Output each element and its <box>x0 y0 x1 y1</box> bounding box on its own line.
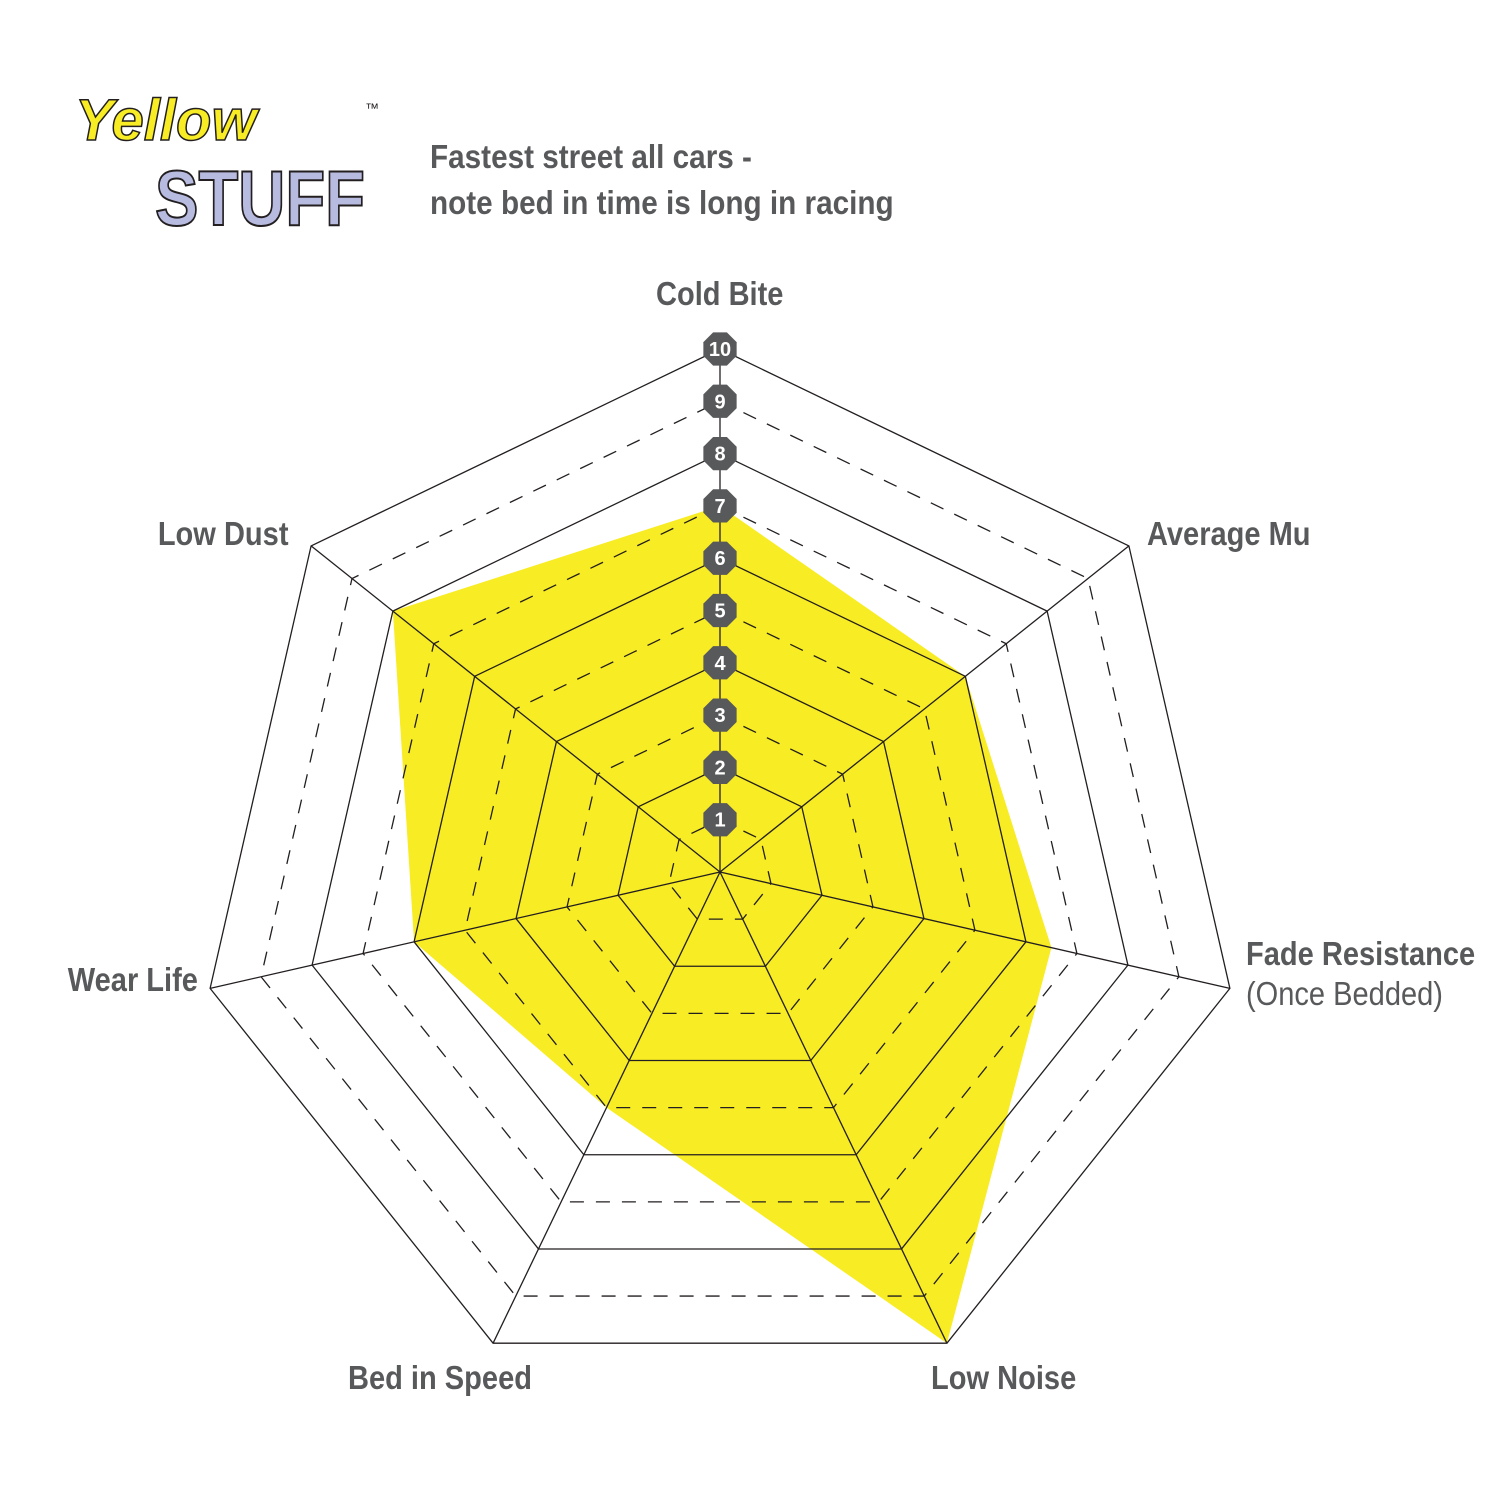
tick-label-1: 1 <box>714 810 725 832</box>
grid-ring-6 <box>413 557 1027 1156</box>
yellow-stuff-logo: Yellow STUFF ™ <box>74 87 379 235</box>
tick-marker-1 <box>703 803 737 837</box>
grid-ring-9 <box>260 400 1180 1297</box>
tick-label-9: 9 <box>714 391 725 413</box>
data-area <box>392 505 1052 1344</box>
grid-ring-2 <box>617 766 823 967</box>
grid-ring-8 <box>311 452 1129 1250</box>
grid-ring-10 <box>209 348 1231 1344</box>
title-line-1: Fastest street all cars - <box>430 138 752 175</box>
grid-ring-5 <box>464 609 976 1109</box>
tick-label-4: 4 <box>714 653 726 675</box>
tick-marker-6 <box>703 541 737 575</box>
axis-line-2 <box>719 871 1231 990</box>
tick-marker-5 <box>703 593 737 628</box>
logo-yellow-text: Yellow <box>75 88 260 153</box>
tick-marker-2 <box>703 750 737 785</box>
tick-label-6: 6 <box>714 548 725 570</box>
axis-label-wear-life: Wear Life <box>67 961 198 998</box>
axis-line-1 <box>719 545 1130 873</box>
tick-label-2: 2 <box>714 757 725 779</box>
tick-marker-3 <box>703 698 737 732</box>
tick-marker-8 <box>703 436 737 471</box>
logo-trademark: ™ <box>365 100 379 116</box>
title-line-2: note bed in time is long in racing <box>430 184 894 221</box>
axis-label-low-dust: Low Dust <box>157 515 288 552</box>
tick-marker-9 <box>703 384 737 418</box>
tick-label-3: 3 <box>714 705 725 727</box>
grid-ring-3 <box>566 714 874 1015</box>
axis-label-bed-in-speed: Bed in Speed <box>348 1359 532 1396</box>
tick-label-8: 8 <box>714 444 725 466</box>
axis-line-5 <box>209 871 721 990</box>
axis-line-3 <box>719 871 948 1344</box>
tick-label-5: 5 <box>714 601 725 623</box>
chart-title: Fastest street all cars - note bed in ti… <box>430 134 894 226</box>
axis-label-fade-resistance: Fade Resistance (Once Bedded) <box>1246 934 1475 1014</box>
axis-line-4 <box>492 871 721 1344</box>
grid-ring-4 <box>515 662 925 1062</box>
tick-marker-7 <box>703 489 737 523</box>
tick-label-10: 10 <box>709 339 731 361</box>
axis-label-low-noise: Low Noise <box>931 1359 1077 1396</box>
axis-label-cold-bite: Cold Bite <box>656 275 784 312</box>
axis-line-6 <box>310 545 721 873</box>
axis-label-average-mu: Average Mu <box>1147 515 1311 552</box>
fade-resistance-note: (Once Bedded) <box>1246 975 1443 1012</box>
fade-resistance-text: Fade Resistance <box>1246 935 1476 972</box>
tick-marker-4 <box>703 646 737 680</box>
grid-ring-7 <box>362 505 1078 1203</box>
grid-ring-1 <box>668 818 772 920</box>
tick-marker-10 <box>703 332 737 366</box>
logo-stuff-text: STUFF <box>155 154 365 235</box>
tick-label-7: 7 <box>714 496 725 518</box>
